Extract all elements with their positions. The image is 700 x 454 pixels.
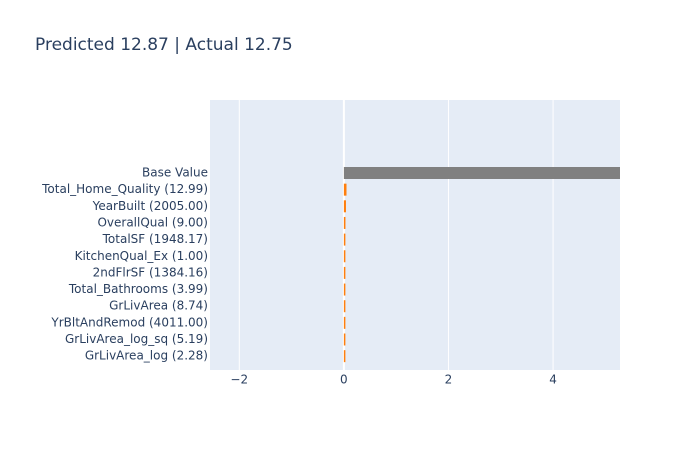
y-tick-label: YrBltAndRemod (4011.00) <box>50 315 208 329</box>
y-tick-label: TotalSF (1948.17) <box>102 232 208 246</box>
y-tick-label: KitchenQual_Ex (1.00) <box>75 249 208 263</box>
bar <box>343 250 346 263</box>
y-tick-label: 2ndFlrSF (1384.16) <box>93 265 208 279</box>
bar <box>343 300 346 313</box>
y-tick-label: YearBuilt (2005.00) <box>92 199 208 213</box>
bar <box>343 216 346 229</box>
bar <box>343 350 346 363</box>
x-tick-label: −2 <box>230 373 248 387</box>
plot-background <box>210 100 620 370</box>
x-tick-label: 4 <box>549 373 557 387</box>
y-tick-label: GrLivArea_log (2.28) <box>85 349 208 363</box>
y-tick-label: GrLivArea (8.74) <box>109 299 208 313</box>
bar <box>343 283 346 296</box>
bar <box>343 183 347 196</box>
bar <box>343 333 346 346</box>
x-tick-label: 2 <box>445 373 453 387</box>
y-tick-label: GrLivArea_log_sq (5.19) <box>65 332 208 346</box>
bar <box>343 200 346 213</box>
chart-title: Predicted 12.87 | Actual 12.75 <box>35 35 293 55</box>
bars <box>343 167 620 363</box>
y-tick-label: Total_Home_Quality (12.99) <box>41 182 208 196</box>
bar <box>343 316 346 329</box>
labels: −2 0 2 4 Base Value Total_Home_Quality (12.99… <box>41 166 557 387</box>
x-tick-label: 0 <box>340 373 348 387</box>
bar <box>343 167 620 179</box>
bar <box>343 266 346 279</box>
y-tick-label: Total_Bathrooms (3.99) <box>68 282 208 296</box>
y-tick-label: OverallQual (9.00) <box>97 215 208 229</box>
bar <box>343 233 346 246</box>
y-tick-label: Base Value <box>142 166 208 180</box>
